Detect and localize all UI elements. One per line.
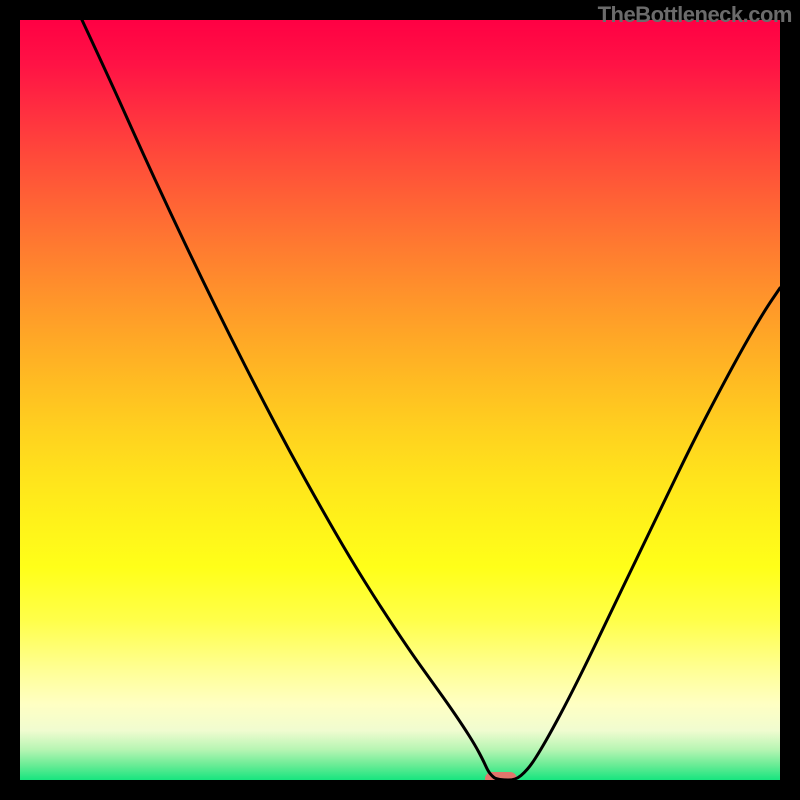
chart-svg: [0, 0, 800, 800]
bottleneck-chart: TheBottleneck.com: [0, 0, 800, 800]
watermark-text: TheBottleneck.com: [598, 2, 792, 28]
